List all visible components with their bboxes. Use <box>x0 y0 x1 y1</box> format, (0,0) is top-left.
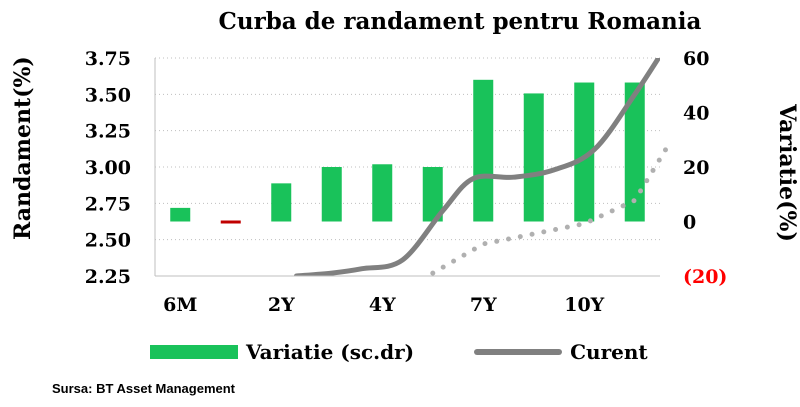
y-left-tick-label: 3.00 <box>85 157 131 179</box>
y-left-tick-label: 2.50 <box>85 230 131 252</box>
y-left-tick-label: 3.25 <box>85 121 131 143</box>
y-left-tick-label: 2.75 <box>85 193 131 215</box>
y-right-tick-label: 40 <box>683 103 709 125</box>
bar-negative <box>220 220 241 224</box>
legend: Variatie (sc.dr) Curent <box>150 340 648 364</box>
series-dotted-line <box>430 139 673 276</box>
x-tick-label: 6M <box>163 294 197 316</box>
y-right-tick-label: 20 <box>683 157 709 179</box>
bar <box>271 183 292 222</box>
y-left-tick-label: 3.75 <box>85 48 131 70</box>
y-axis-left-label: Randament(%) <box>10 56 36 240</box>
source-note: Sursa: BT Asset Management <box>52 381 236 396</box>
x-tick-label: 7Y <box>470 294 497 316</box>
y-right-tick-label: (20) <box>683 266 727 288</box>
legend-line-swatch <box>474 349 563 355</box>
x-tick-label: 10Y <box>564 294 604 316</box>
bar <box>523 93 544 222</box>
bar <box>170 207 191 222</box>
y-left-tick-label: 3.50 <box>85 84 131 106</box>
y-left-tick-label: 2.25 <box>85 266 131 288</box>
y-right-tick-label: 0 <box>683 212 696 234</box>
bar <box>372 164 393 222</box>
bar <box>422 167 443 222</box>
x-tick-label: 2Y <box>268 294 295 316</box>
bar <box>574 82 595 222</box>
bar <box>624 82 645 222</box>
x-tick-label: 4Y <box>369 294 396 316</box>
legend-bar-label: Variatie (sc.dr) <box>246 340 415 364</box>
chart-title: Curba de randament pentru Romania <box>218 8 702 35</box>
bar <box>473 79 494 222</box>
chart-canvas: 2.25 2.50 2.75 3.00 3.25 3.50 3.75 (20) 0 20 40 60 6… <box>85 48 728 316</box>
y-axis-right-label: Variatie(%) <box>774 104 800 242</box>
bar <box>321 167 342 222</box>
legend-bar-swatch <box>150 345 238 359</box>
series-curent-line <box>293 58 660 276</box>
legend-line-label: Curent <box>570 340 648 364</box>
y-right-tick-label: 60 <box>683 48 709 70</box>
